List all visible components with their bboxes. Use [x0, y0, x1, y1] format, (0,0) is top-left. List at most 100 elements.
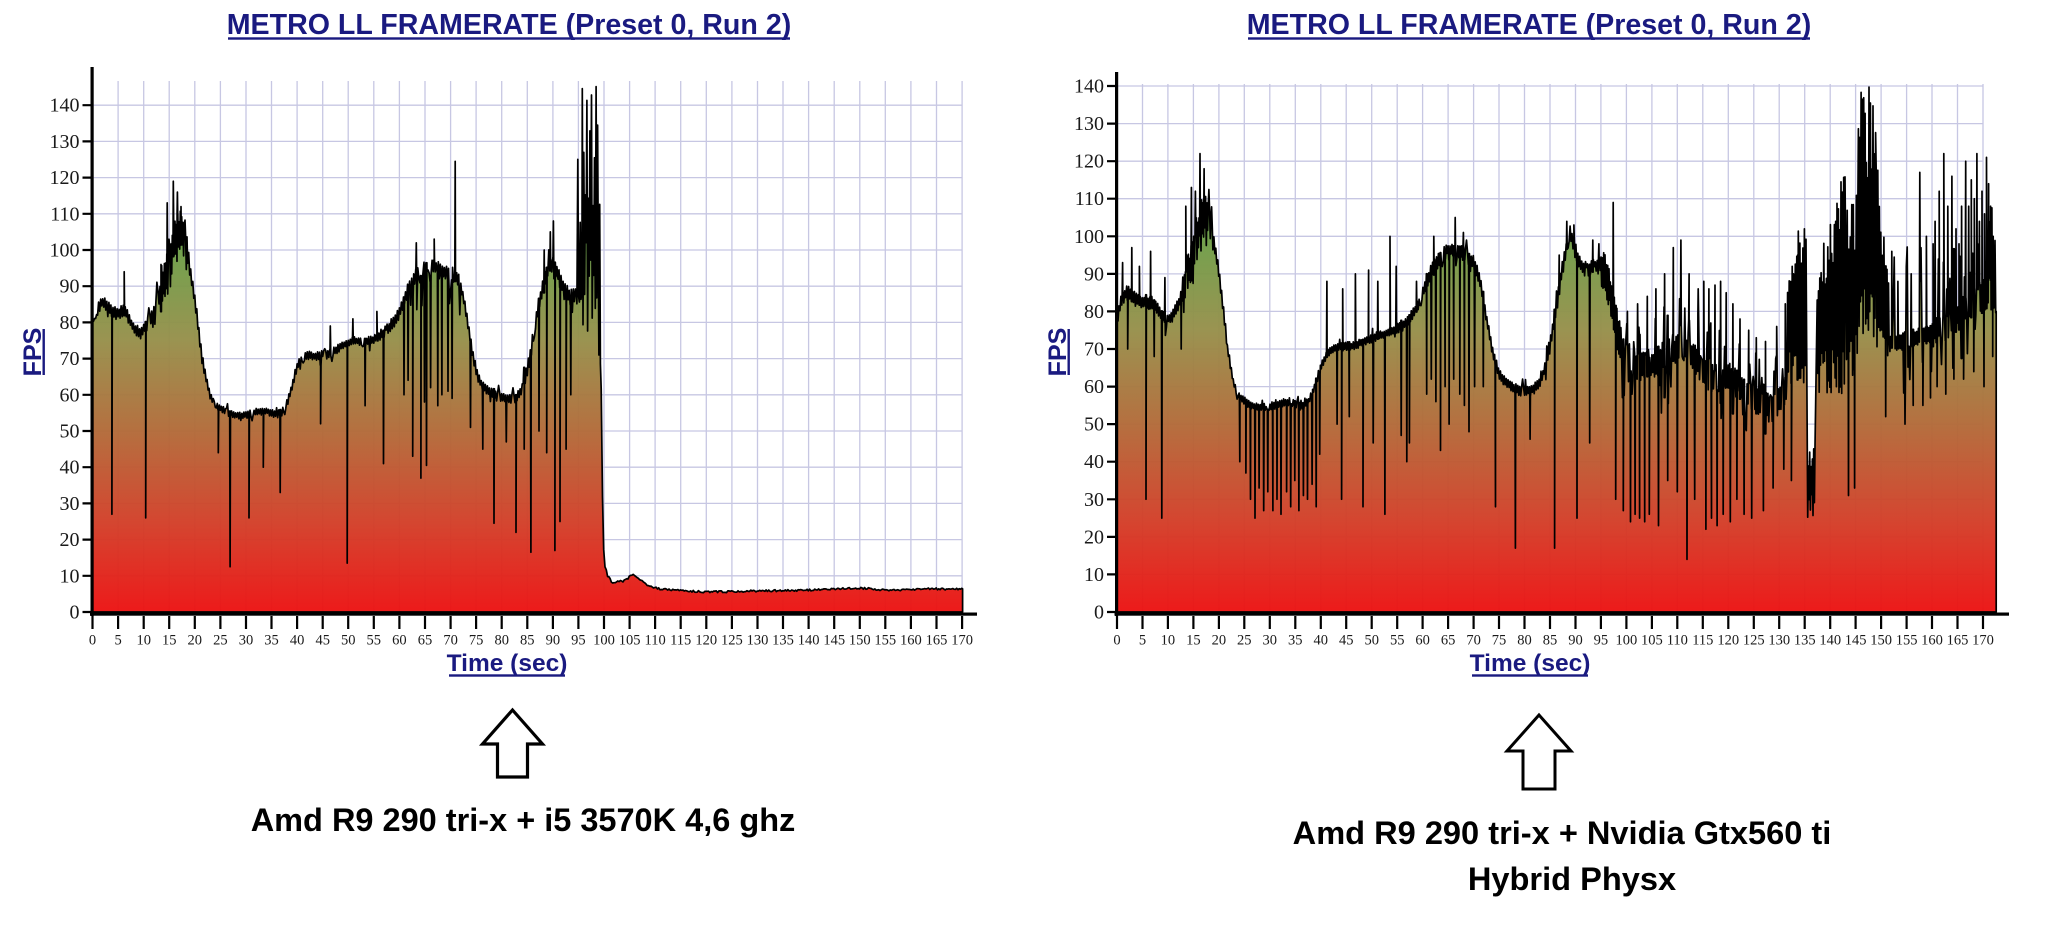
svg-text:FPS: FPS — [19, 328, 47, 377]
svg-text:150: 150 — [849, 633, 871, 649]
svg-text:Amd R9 290 tri-x + i5 3570K 4,: Amd R9 290 tri-x + i5 3570K 4,6 ghz — [251, 802, 796, 838]
svg-text:120: 120 — [50, 167, 80, 189]
svg-text:150: 150 — [1870, 633, 1892, 649]
svg-text:20: 20 — [1212, 633, 1227, 649]
svg-text:0: 0 — [1094, 602, 1104, 624]
svg-text:165: 165 — [1947, 633, 1969, 649]
svg-text:80: 80 — [494, 633, 509, 649]
svg-text:20: 20 — [1084, 526, 1104, 548]
svg-text:45: 45 — [315, 633, 330, 649]
svg-text:40: 40 — [60, 457, 80, 479]
svg-text:FPS: FPS — [1044, 328, 1072, 377]
svg-text:90: 90 — [1568, 633, 1583, 649]
svg-text:METRO LL FRAMERATE (Preset 0,: METRO LL FRAMERATE (Preset 0, Run 2) — [1247, 9, 1812, 41]
svg-text:0: 0 — [89, 633, 96, 649]
svg-text:80: 80 — [1084, 301, 1104, 323]
svg-text:10: 10 — [60, 565, 80, 587]
svg-text:50: 50 — [341, 633, 356, 649]
svg-text:110: 110 — [1075, 188, 1104, 210]
svg-text:75: 75 — [469, 633, 484, 649]
svg-text:0: 0 — [70, 602, 80, 624]
svg-text:120: 120 — [1074, 151, 1104, 173]
svg-text:METRO LL FRAMERATE (Preset 0,: METRO LL FRAMERATE (Preset 0, Run 2) — [227, 9, 792, 41]
svg-text:100: 100 — [593, 633, 615, 649]
svg-text:0: 0 — [1113, 633, 1120, 649]
svg-text:155: 155 — [874, 633, 896, 649]
svg-text:100: 100 — [50, 240, 80, 262]
svg-text:140: 140 — [1819, 633, 1841, 649]
svg-text:115: 115 — [1692, 633, 1713, 649]
svg-text:35: 35 — [1288, 633, 1303, 649]
svg-text:25: 25 — [213, 633, 228, 649]
svg-text:55: 55 — [367, 633, 382, 649]
svg-text:5: 5 — [114, 633, 121, 649]
svg-text:130: 130 — [747, 633, 769, 649]
svg-text:130: 130 — [50, 131, 80, 153]
svg-text:75: 75 — [1492, 633, 1507, 649]
svg-text:40: 40 — [1314, 633, 1329, 649]
svg-text:65: 65 — [418, 633, 433, 649]
svg-text:20: 20 — [60, 529, 80, 551]
svg-text:50: 50 — [1364, 633, 1379, 649]
svg-text:110: 110 — [644, 633, 665, 649]
svg-text:105: 105 — [1641, 633, 1663, 649]
svg-text:Amd R9 290 tri-x + Nvidia Gtx5: Amd R9 290 tri-x + Nvidia Gtx560 ti — [1293, 814, 1832, 851]
svg-text:145: 145 — [823, 633, 845, 649]
svg-text:10: 10 — [1084, 564, 1104, 586]
svg-text:Hybrid Physx: Hybrid Physx — [1468, 860, 1676, 897]
svg-text:Time (sec): Time (sec) — [1470, 650, 1591, 677]
svg-text:50: 50 — [1084, 414, 1104, 436]
svg-text:50: 50 — [60, 421, 80, 443]
svg-text:130: 130 — [1074, 113, 1104, 135]
svg-text:70: 70 — [443, 633, 458, 649]
svg-text:160: 160 — [1921, 633, 1943, 649]
svg-text:60: 60 — [60, 384, 80, 406]
svg-text:35: 35 — [264, 633, 279, 649]
svg-text:30: 30 — [239, 633, 254, 649]
svg-text:170: 170 — [951, 633, 973, 649]
svg-text:155: 155 — [1896, 633, 1918, 649]
svg-text:100: 100 — [1074, 226, 1104, 248]
svg-text:30: 30 — [1263, 633, 1278, 649]
svg-text:135: 135 — [772, 633, 794, 649]
svg-text:10: 10 — [136, 633, 151, 649]
svg-text:130: 130 — [1768, 633, 1790, 649]
svg-text:40: 40 — [290, 633, 305, 649]
svg-text:60: 60 — [392, 633, 407, 649]
svg-text:65: 65 — [1441, 633, 1456, 649]
svg-text:40: 40 — [1084, 451, 1104, 473]
svg-text:95: 95 — [571, 633, 586, 649]
svg-text:55: 55 — [1390, 633, 1405, 649]
svg-text:70: 70 — [60, 348, 80, 370]
svg-text:10: 10 — [1161, 633, 1176, 649]
svg-text:110: 110 — [1667, 633, 1688, 649]
svg-text:125: 125 — [721, 633, 743, 649]
svg-text:60: 60 — [1415, 633, 1430, 649]
svg-text:160: 160 — [900, 633, 922, 649]
svg-text:30: 30 — [60, 493, 80, 515]
svg-text:90: 90 — [1084, 263, 1104, 285]
svg-text:70: 70 — [1466, 633, 1481, 649]
svg-text:140: 140 — [798, 633, 820, 649]
svg-text:105: 105 — [619, 633, 641, 649]
svg-text:135: 135 — [1794, 633, 1816, 649]
svg-text:90: 90 — [60, 276, 80, 298]
svg-text:25: 25 — [1237, 633, 1252, 649]
svg-text:60: 60 — [1084, 376, 1104, 398]
svg-text:110: 110 — [50, 203, 79, 225]
svg-text:85: 85 — [520, 633, 535, 649]
svg-text:20: 20 — [188, 633, 203, 649]
svg-text:165: 165 — [926, 633, 948, 649]
svg-text:120: 120 — [695, 633, 717, 649]
svg-text:115: 115 — [670, 633, 691, 649]
svg-text:15: 15 — [1186, 633, 1201, 649]
svg-text:45: 45 — [1339, 633, 1354, 649]
svg-text:30: 30 — [1084, 489, 1104, 511]
svg-text:Time (sec): Time (sec) — [447, 650, 568, 677]
svg-text:90: 90 — [546, 633, 561, 649]
svg-text:85: 85 — [1543, 633, 1558, 649]
svg-text:70: 70 — [1084, 339, 1104, 361]
svg-text:80: 80 — [1517, 633, 1532, 649]
svg-text:80: 80 — [60, 312, 80, 334]
svg-text:100: 100 — [1616, 633, 1638, 649]
